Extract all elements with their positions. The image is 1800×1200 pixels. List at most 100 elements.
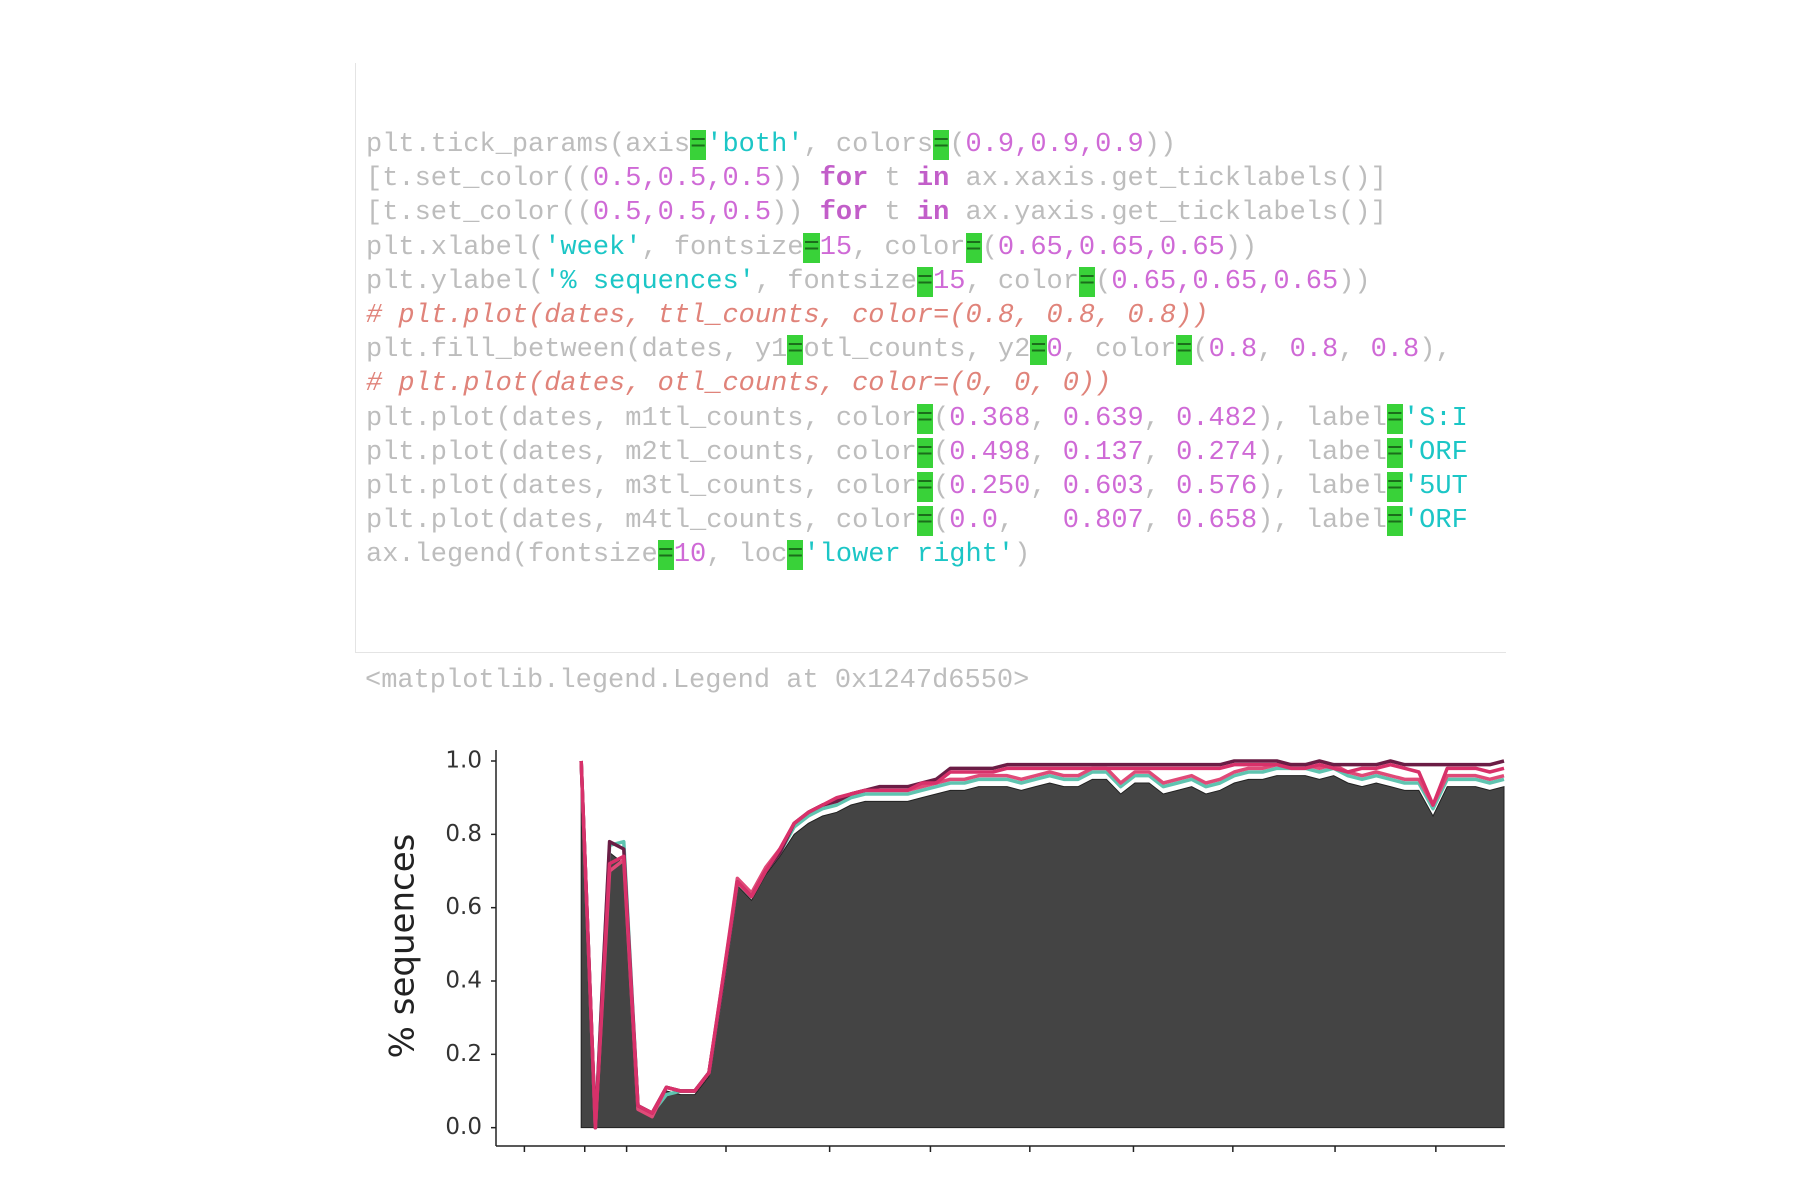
code-token: , bbox=[1030, 471, 1063, 502]
code-token: 0.0 bbox=[949, 506, 998, 537]
code-token: 'ORF bbox=[1402, 437, 1468, 468]
code-token: )) bbox=[1224, 232, 1258, 263]
code-token: ( bbox=[1095, 266, 1112, 297]
code-token: plt.fill_between(dates, y1 bbox=[366, 335, 788, 366]
code-token: 0.603 bbox=[1062, 471, 1144, 502]
cell-output: <matplotlib.legend.Legend at 0x1247d6550… bbox=[365, 666, 1030, 696]
code-token: 0.65,0.65,0.65 bbox=[1111, 266, 1339, 297]
code-token: 0.5,0.5,0.5 bbox=[592, 198, 772, 229]
code-token: ax.xaxis.get_ticklabels()] bbox=[949, 164, 1387, 195]
code-token: plt.plot(dates, m3tl_counts, color bbox=[366, 471, 917, 502]
code-token: )) bbox=[771, 198, 820, 229]
code-token: 0.482 bbox=[1176, 403, 1258, 434]
code-token: 'ORF bbox=[1402, 506, 1468, 537]
code-token: 0.368 bbox=[949, 403, 1031, 434]
code-token: ( bbox=[933, 437, 950, 468]
code-line: plt.xlabel('week', fontsize=15, color=(0… bbox=[366, 231, 1468, 265]
code-line: # plt.plot(dates, otl_counts, color=(0, … bbox=[366, 367, 1468, 401]
code-token: 0.576 bbox=[1176, 471, 1258, 502]
code-token: = bbox=[916, 437, 934, 468]
code-token: = bbox=[916, 506, 934, 537]
code-token: = bbox=[1030, 335, 1047, 366]
code-line: plt.tick_params(axis='both', colors=(0.9… bbox=[366, 128, 1468, 162]
code-token: 0.8 bbox=[1208, 335, 1258, 366]
code-token: = bbox=[803, 232, 820, 263]
code-token: 'lower right' bbox=[803, 540, 1015, 571]
code-token: = bbox=[787, 335, 804, 366]
y-axis-label: % sequences bbox=[383, 834, 423, 1059]
code-token: ( bbox=[933, 403, 950, 434]
code-token: 0.250 bbox=[949, 471, 1031, 502]
code-token: = bbox=[1078, 266, 1096, 297]
code-token: 0.137 bbox=[1062, 437, 1144, 468]
code-token: ), label bbox=[1257, 506, 1387, 537]
code-token: in bbox=[916, 164, 950, 195]
plot-area bbox=[579, 759, 1505, 1130]
code-token: ) bbox=[1014, 540, 1031, 571]
code-token: , bbox=[1143, 506, 1177, 537]
code-token: = bbox=[1386, 471, 1403, 502]
line bbox=[579, 760, 1505, 1130]
code-token: , color bbox=[852, 232, 966, 263]
code-token: )) bbox=[1338, 266, 1371, 297]
code-cell: plt.tick_params(axis='both', colors=(0.9… bbox=[355, 63, 1506, 653]
code-token: = bbox=[1386, 403, 1403, 434]
code-token: ax.yaxis.get_ticklabels()] bbox=[949, 198, 1387, 229]
code-token: '% sequences' bbox=[544, 266, 755, 297]
code-line: plt.plot(dates, m3tl_counts, color = (0.25… bbox=[366, 470, 1468, 504]
code-token: )) bbox=[771, 164, 820, 195]
code-token: 15 bbox=[819, 232, 853, 263]
code-token: ), label bbox=[1257, 403, 1387, 434]
code-token: 0.9,0.9,0.9 bbox=[965, 130, 1144, 160]
code-token: = bbox=[690, 130, 707, 160]
code-token: = bbox=[933, 130, 950, 160]
code-token: plt.plot(dates, m2tl_counts, color bbox=[366, 437, 917, 468]
code-token: 0.639 bbox=[1062, 403, 1144, 434]
code-token: plt.xlabel( bbox=[366, 232, 545, 263]
code-token: = bbox=[965, 232, 982, 263]
code-token: , bbox=[1143, 437, 1177, 468]
code-token: # plt.plot(dates, ttl_counts, color=(0.8… bbox=[366, 300, 1209, 331]
code-token: 0.274 bbox=[1176, 437, 1258, 468]
code-token: , colors bbox=[803, 130, 934, 160]
code-token: [t.set_color(( bbox=[366, 198, 593, 229]
code-line: plt.fill_between(dates, y1=otl_counts, y… bbox=[366, 333, 1468, 367]
code-line: [t.set_color((0.5,0.5,0.5)) for t in ax.… bbox=[366, 196, 1468, 230]
code-token: '5UT bbox=[1402, 471, 1468, 502]
code-token: , bbox=[1257, 335, 1290, 366]
code-token: ), label bbox=[1257, 471, 1387, 502]
code-token: 15 bbox=[933, 266, 966, 297]
code-token: plt.ylabel( bbox=[366, 266, 545, 297]
code-token: ( bbox=[933, 506, 950, 537]
code-token: otl_counts, y2 bbox=[803, 335, 1031, 366]
code-token: 'week' bbox=[544, 232, 642, 263]
code-token: ( bbox=[933, 471, 950, 502]
y-tick-label: 1.0 bbox=[445, 748, 482, 774]
code-token: , fontsize bbox=[754, 266, 917, 297]
code-token: ax.legend(fontsize bbox=[366, 540, 658, 571]
y-tick-label: 0.0 bbox=[445, 1114, 482, 1140]
code-token: ), bbox=[1419, 335, 1452, 366]
code-line: plt.plot(dates, m1tl_counts, color=(0.36… bbox=[366, 402, 1468, 436]
code-token: , color bbox=[965, 266, 1079, 297]
code-token: 0.8 bbox=[1289, 335, 1339, 366]
code-token: plt.plot(dates, m4tl_counts, color bbox=[366, 506, 917, 537]
code-token: in bbox=[916, 198, 950, 229]
code-token: , bbox=[1143, 403, 1177, 434]
code-token: , color bbox=[1062, 335, 1177, 366]
code-token: plt.plot(dates, m1tl_counts, color bbox=[366, 403, 917, 434]
code-token: 10 bbox=[673, 540, 707, 571]
code-token: 0.498 bbox=[949, 437, 1031, 468]
code-token: = bbox=[916, 403, 934, 434]
code-token: = bbox=[1176, 335, 1193, 366]
code-token: 0.8 bbox=[1370, 335, 1420, 366]
code-token: ( bbox=[1192, 335, 1209, 366]
code-token: t bbox=[868, 164, 917, 195]
code-token: = bbox=[657, 540, 674, 571]
code-token: , loc bbox=[706, 540, 788, 571]
code-token: t bbox=[868, 198, 917, 229]
code-token: 0.5,0.5,0.5 bbox=[592, 164, 772, 195]
code-token: [t.set_color(( bbox=[366, 164, 593, 195]
